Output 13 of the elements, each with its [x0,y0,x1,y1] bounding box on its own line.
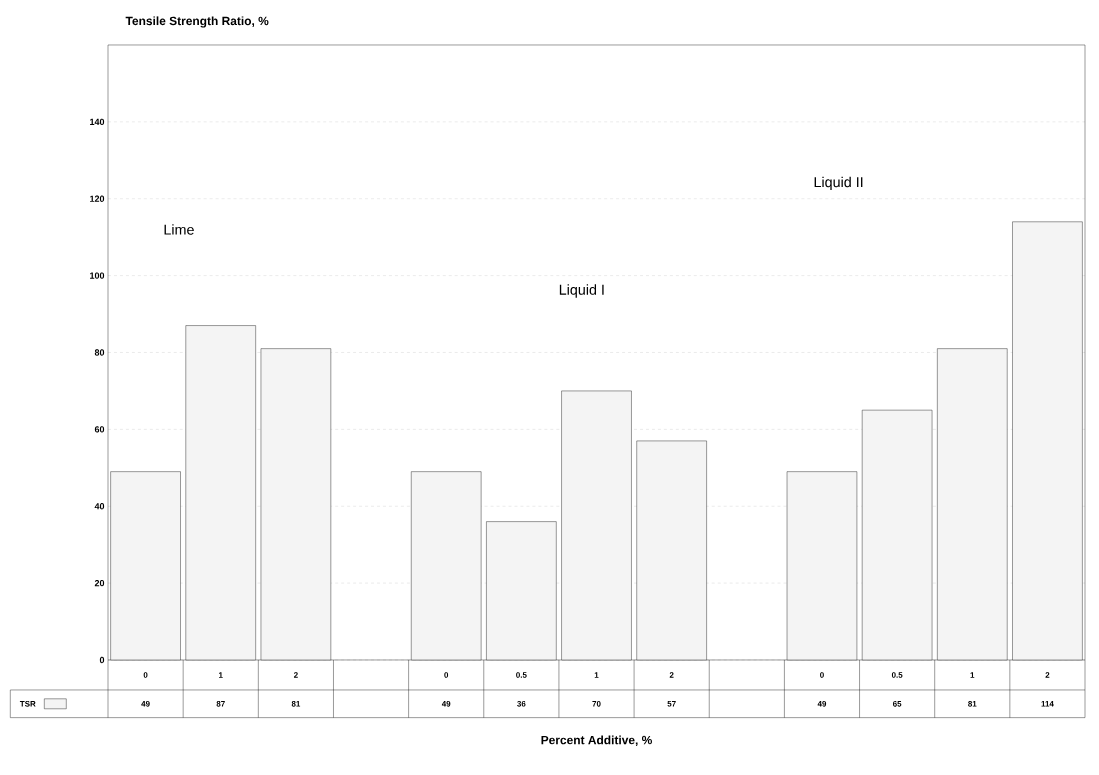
y-axis-title: Tensile Strength Ratio, % [125,16,269,28]
annotation: Liquid II [814,176,863,191]
y-tick-label: 0 [99,656,105,664]
annotation: Lime [164,224,194,235]
y-tick-label: 40 [94,503,105,510]
y-tick-label: 100 [90,272,105,279]
y-tick-label: 20 [94,579,105,587]
y-tick-label: 80 [94,349,105,356]
y-tick-label: 140 [90,118,105,126]
annotation: Liquid I [559,284,604,298]
y-tick-label: 120 [90,195,105,202]
x-axis-title: Percent Additive, % [541,735,652,747]
y-tick-label: 60 [94,426,105,433]
